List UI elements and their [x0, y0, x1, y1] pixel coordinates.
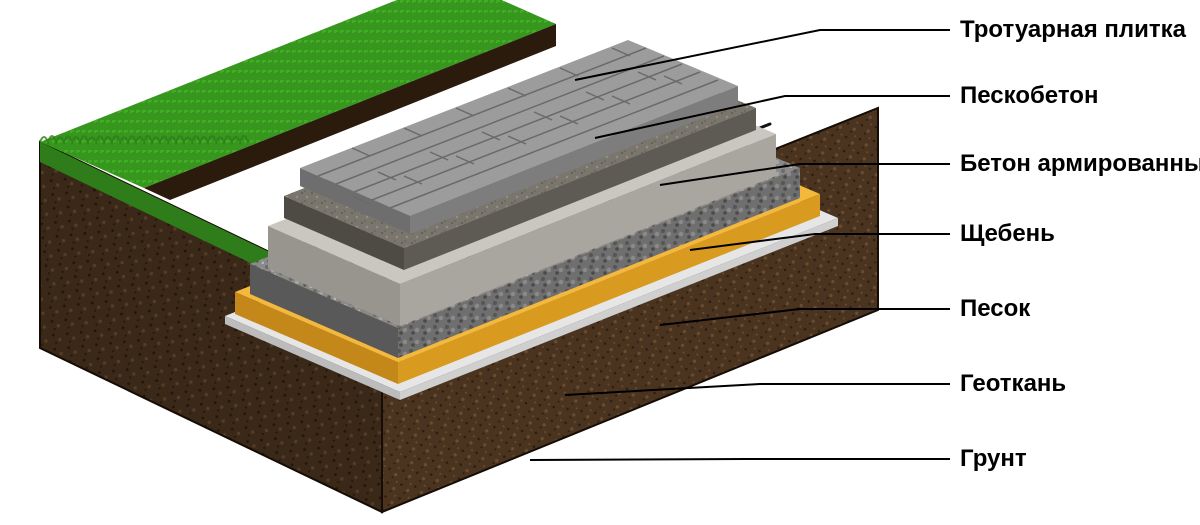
label-soil: Грунт	[960, 445, 1027, 473]
label-geotextile: Геоткань	[960, 370, 1066, 398]
leader-soil	[530, 459, 950, 460]
label-gravel: Щебень	[960, 220, 1055, 248]
label-sandcrete: Пескобетон	[960, 82, 1098, 110]
label-pavers: Тротуарная плитка	[960, 16, 1186, 44]
label-sand: Песок	[960, 295, 1030, 323]
label-rebar: Бетон армированный	[960, 150, 1200, 178]
